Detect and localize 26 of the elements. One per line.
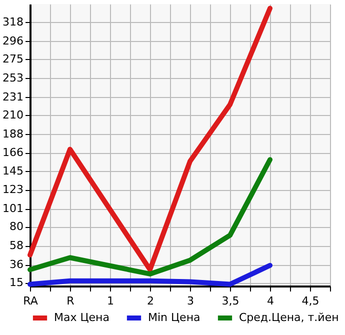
x-tick-label: 1 xyxy=(107,294,114,308)
y-tick-label: 188 xyxy=(2,127,24,140)
x-tick-label: 4,5 xyxy=(302,294,320,308)
y-tick-label: 145 xyxy=(2,164,24,178)
x-tick-label: 3 xyxy=(187,294,194,308)
x-tick-label: RA xyxy=(23,294,38,308)
y-tick-label: 58 xyxy=(10,239,24,252)
y-tick-label: 36 xyxy=(10,258,24,272)
legend-label: Сред.Цена, т.йен xyxy=(239,311,339,324)
x-tick-label: R xyxy=(66,294,75,308)
y-tick-label: 296 xyxy=(2,34,24,48)
y-tick-label: 275 xyxy=(2,52,24,66)
y-tick-label: 210 xyxy=(2,108,24,122)
y-tick-label: 318 xyxy=(2,16,24,29)
y-tick-label: 166 xyxy=(2,146,24,160)
legend-label: Max Цена xyxy=(54,311,110,324)
y-tick-label: 80 xyxy=(10,220,24,234)
y-tick-label: 253 xyxy=(2,71,24,84)
x-tick-label: 4 xyxy=(267,294,274,308)
y-tick-label: 123 xyxy=(2,183,24,196)
y-tick-label: 101 xyxy=(2,202,24,216)
y-tick-label: 231 xyxy=(2,90,24,104)
y-tick-label: 15 xyxy=(10,276,24,290)
x-tick-label: 2 xyxy=(147,294,154,308)
legend-label: Min Цена xyxy=(148,311,200,324)
x-tick-label: 3,5 xyxy=(222,294,240,308)
